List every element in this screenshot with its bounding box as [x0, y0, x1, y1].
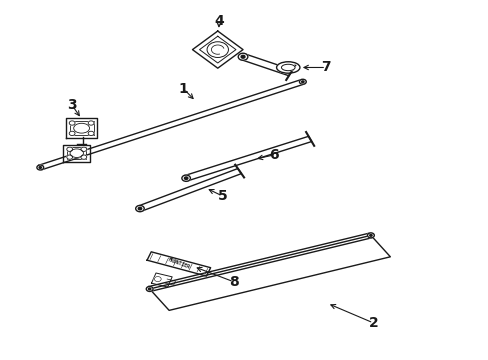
Circle shape — [81, 147, 86, 152]
Text: 3: 3 — [67, 98, 77, 112]
Circle shape — [206, 42, 228, 58]
Circle shape — [39, 167, 41, 168]
Circle shape — [135, 206, 144, 212]
Circle shape — [148, 288, 151, 290]
Ellipse shape — [70, 149, 83, 157]
Text: 8: 8 — [228, 275, 238, 289]
Ellipse shape — [281, 64, 294, 71]
Circle shape — [138, 207, 142, 210]
Text: FRONTIER: FRONTIER — [167, 258, 190, 270]
Circle shape — [238, 53, 247, 60]
Text: 7: 7 — [321, 60, 330, 75]
Circle shape — [67, 147, 73, 152]
Circle shape — [67, 155, 73, 159]
Text: 4: 4 — [214, 14, 224, 28]
Circle shape — [367, 233, 373, 238]
Circle shape — [88, 121, 94, 125]
Circle shape — [299, 79, 305, 84]
Text: 6: 6 — [268, 148, 278, 162]
Circle shape — [369, 234, 371, 236]
Text: 1: 1 — [179, 82, 188, 96]
Circle shape — [37, 165, 43, 170]
Circle shape — [69, 131, 75, 135]
Text: 2: 2 — [368, 316, 377, 330]
Circle shape — [81, 155, 86, 159]
Ellipse shape — [74, 123, 89, 133]
Circle shape — [184, 177, 187, 180]
Circle shape — [146, 287, 153, 292]
Circle shape — [182, 175, 190, 181]
Circle shape — [301, 81, 304, 83]
Ellipse shape — [276, 62, 299, 73]
Text: 5: 5 — [217, 189, 227, 203]
Circle shape — [88, 131, 94, 135]
Circle shape — [241, 55, 244, 58]
Circle shape — [69, 121, 75, 125]
Circle shape — [154, 276, 161, 282]
